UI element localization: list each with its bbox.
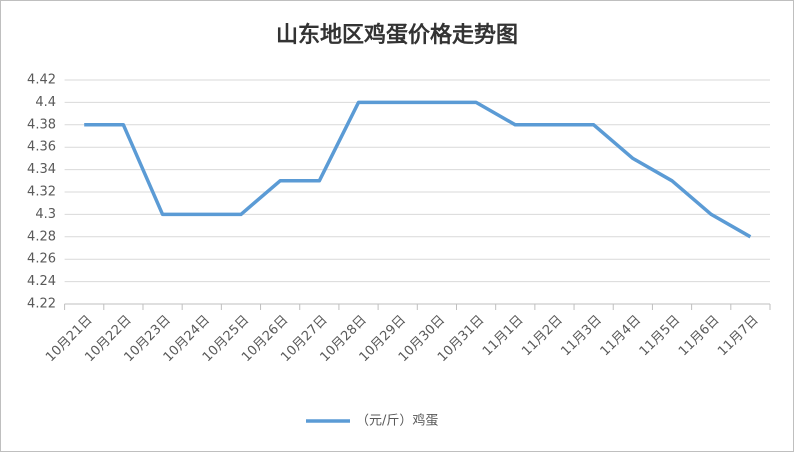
- y-tick-label: 4.42: [27, 73, 56, 88]
- y-tick-label: 4.22: [27, 297, 56, 312]
- y-tick-label: 4.28: [27, 229, 56, 244]
- y-tick-label: 4.38: [27, 117, 56, 132]
- y-tick-label: 4.26: [27, 252, 56, 267]
- y-tick-label: 4.34: [27, 162, 56, 177]
- y-tick-label: 4.24: [27, 274, 56, 289]
- y-tick-label: 4.36: [27, 140, 56, 155]
- data-line: [84, 100, 752, 239]
- chart-title: 山东地区鸡蛋价格走势图: [276, 22, 518, 48]
- y-tick-label: 4.32: [27, 185, 56, 200]
- y-tick-label: 4.3: [35, 207, 56, 222]
- legend-label: （元/斤）鸡蛋: [356, 413, 438, 429]
- y-tick-label: 4.4: [35, 95, 56, 110]
